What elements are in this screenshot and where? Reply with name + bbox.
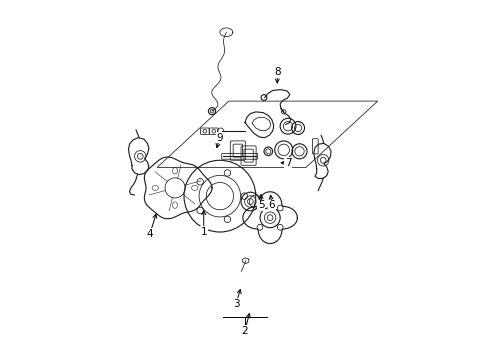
Text: 4: 4 <box>147 229 153 239</box>
Text: 2: 2 <box>242 325 248 336</box>
Text: 3: 3 <box>233 299 239 309</box>
Text: 9: 9 <box>217 133 223 143</box>
Text: 7: 7 <box>285 158 292 168</box>
Text: 6: 6 <box>269 200 275 210</box>
Text: 5: 5 <box>258 200 265 210</box>
Text: 8: 8 <box>274 67 281 77</box>
Text: 1: 1 <box>200 227 207 237</box>
